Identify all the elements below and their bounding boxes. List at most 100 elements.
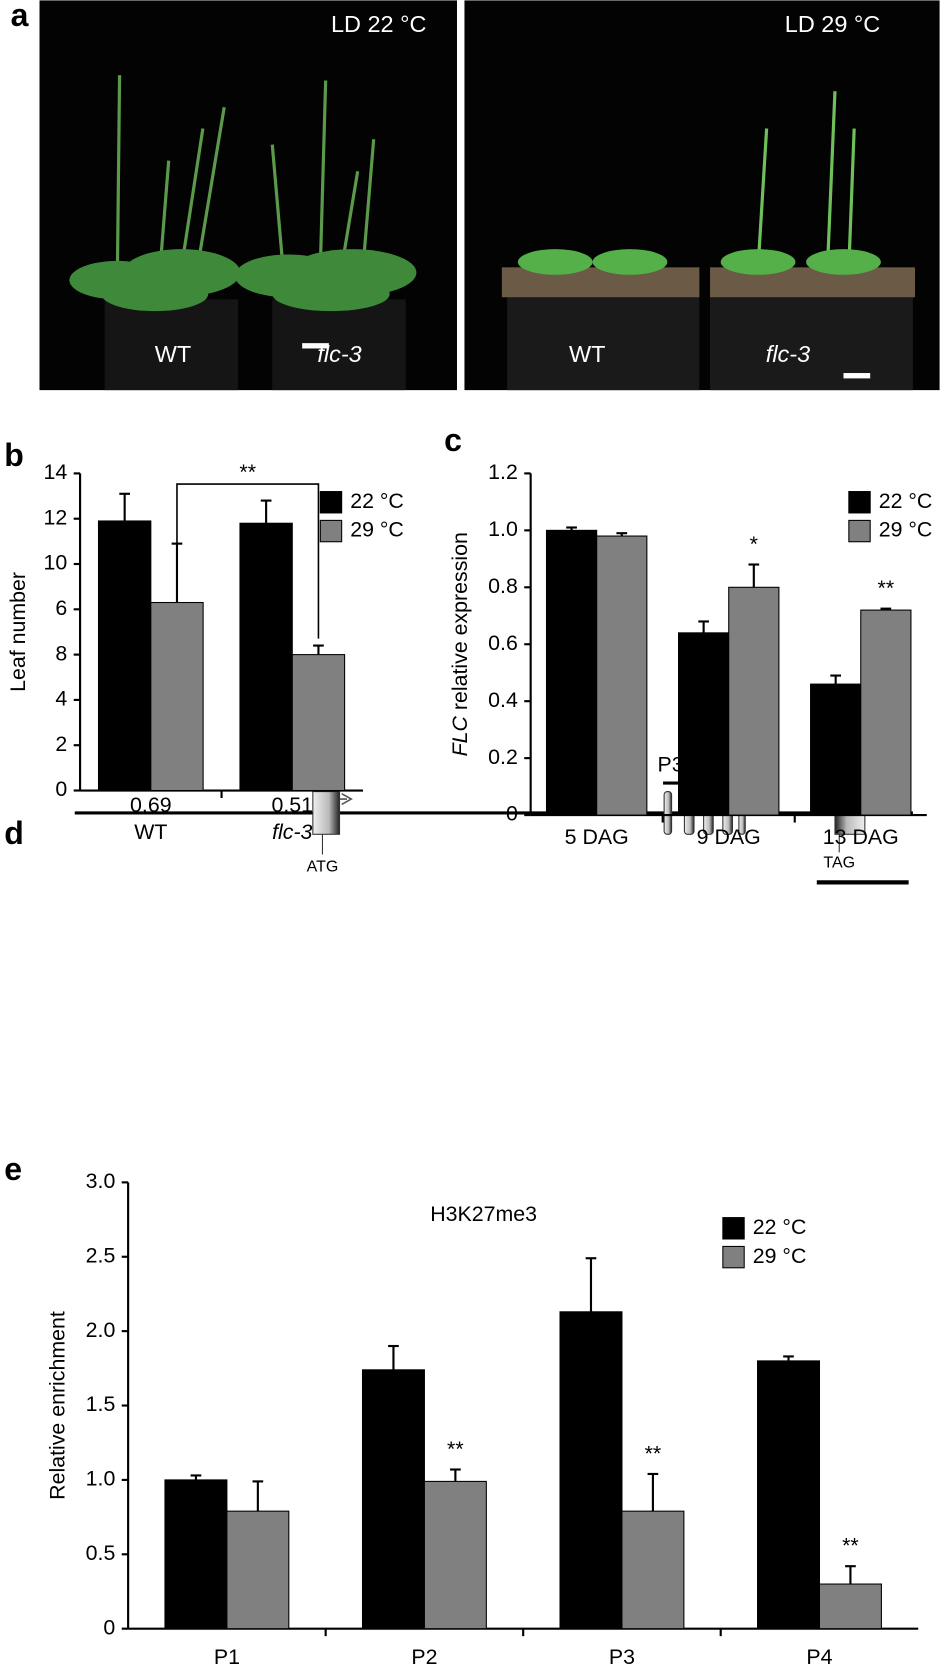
bar — [810, 683, 862, 816]
y-tick-label: 2.0 — [86, 1318, 116, 1342]
legend-swatch — [319, 491, 343, 514]
error-bar — [450, 1468, 461, 1482]
legend-swatch — [722, 1245, 745, 1269]
error-bar — [252, 1480, 264, 1512]
y-tick-label: 14 — [44, 460, 68, 484]
bar — [621, 1510, 685, 1630]
y-tick-label: 1.0 — [86, 1467, 116, 1491]
legend-label: 22 °C — [879, 489, 933, 513]
legend-label: 29 °C — [879, 518, 933, 542]
error-bar — [783, 1355, 794, 1361]
y-tick-label: 0 — [506, 802, 518, 826]
x-tick-label: 5 DAG — [565, 825, 629, 849]
error-bar — [698, 620, 709, 633]
y-tick-label: 0 — [103, 1615, 115, 1639]
x-tick-label: P3 — [609, 1645, 635, 1669]
error-bar — [830, 674, 842, 685]
y-axis-label-rest: relative expression — [448, 532, 472, 716]
significance: ** — [842, 1534, 859, 1558]
photo-right — [464, 0, 940, 391]
x-tick-label: 13 DAG — [823, 825, 899, 849]
legend-swatch — [848, 491, 871, 514]
y-tick-label: 0.5 — [86, 1541, 116, 1565]
error-bar — [388, 1344, 399, 1370]
codon-label: TAG — [823, 854, 855, 871]
y-tick-label: 2 — [55, 732, 67, 756]
bar — [239, 522, 293, 792]
x-tick-label: WT — [134, 820, 167, 844]
y-tick-label: 8 — [55, 641, 67, 665]
panel-letter: d — [4, 815, 24, 851]
y-tick-label: 1.2 — [488, 460, 518, 484]
significance: ** — [878, 576, 895, 600]
bar — [423, 1480, 487, 1630]
y-tick-label: 0 — [55, 777, 67, 801]
codon-label: ATG — [307, 859, 339, 876]
y-axis-label-gene: FLC — [448, 715, 472, 756]
ratio-label: 0.69 — [130, 793, 172, 817]
y-tick-label: 0.6 — [488, 631, 518, 655]
error-bar — [260, 499, 272, 524]
y-tick-label: 1.5 — [86, 1392, 116, 1416]
error-bar — [616, 532, 628, 537]
y-tick-label: 6 — [55, 596, 67, 620]
bar — [361, 1369, 425, 1630]
scale-bar — [302, 343, 329, 349]
error-bar — [880, 607, 892, 611]
bar — [818, 1583, 882, 1630]
significance: * — [750, 532, 758, 556]
bar — [728, 586, 780, 816]
plant-label: WT — [155, 341, 192, 367]
significance: ** — [645, 1441, 662, 1465]
x-tick-label: P2 — [411, 1645, 437, 1669]
error-bar — [190, 1474, 202, 1480]
gene-diagram — [74, 781, 913, 885]
panel-letter: a — [11, 0, 30, 33]
error-bar — [748, 563, 760, 588]
bar — [226, 1510, 290, 1630]
x-tick-label: 9 DAG — [697, 825, 761, 849]
bar — [164, 1479, 228, 1630]
x-tick-label: flc-3 — [272, 820, 312, 844]
x-tick-label: P1 — [214, 1645, 240, 1669]
significance-bracket — [176, 483, 320, 639]
y-tick-label: 12 — [44, 505, 68, 529]
legend-swatch — [319, 519, 343, 543]
y-tick-label: 0.4 — [488, 688, 518, 712]
bar — [860, 609, 912, 816]
bar — [678, 632, 730, 816]
y-tick-label: 0.2 — [488, 745, 518, 769]
y-tick-label: 3.0 — [86, 1169, 116, 1193]
bar — [150, 601, 204, 792]
significance: ** — [447, 1437, 464, 1461]
error-bar — [313, 644, 324, 655]
panel-letter: e — [4, 1151, 22, 1187]
y-tick-label: 1.0 — [488, 517, 518, 541]
plant-label: flc-3 — [317, 341, 361, 367]
legend-label: 22 °C — [350, 489, 404, 513]
panel-letter: b — [4, 437, 24, 473]
photo-condition: LD 29 °C — [785, 11, 881, 37]
plant-label: flc-3 — [766, 341, 810, 367]
photo-left — [39, 0, 457, 391]
significance: ** — [239, 460, 256, 484]
bar — [596, 535, 648, 816]
bar — [291, 654, 346, 792]
legend-swatch — [848, 519, 871, 543]
y-axis-label: Relative enrichment — [45, 1311, 69, 1500]
ratio-label: 0.51 — [272, 793, 314, 817]
error-bar — [845, 1565, 856, 1585]
legend-swatch — [722, 1217, 745, 1240]
legend-label: 29 °C — [350, 518, 404, 542]
legend-label: 22 °C — [753, 1215, 807, 1239]
error-bar — [585, 1257, 597, 1312]
y-tick-label: 0.8 — [488, 574, 518, 598]
panel-letter: c — [444, 422, 462, 458]
error-bar — [647, 1472, 659, 1512]
plant-label: WT — [569, 341, 606, 367]
bar — [97, 520, 152, 792]
y-tick-label: 10 — [44, 551, 68, 575]
y-axis-label: Leaf number — [6, 572, 30, 692]
